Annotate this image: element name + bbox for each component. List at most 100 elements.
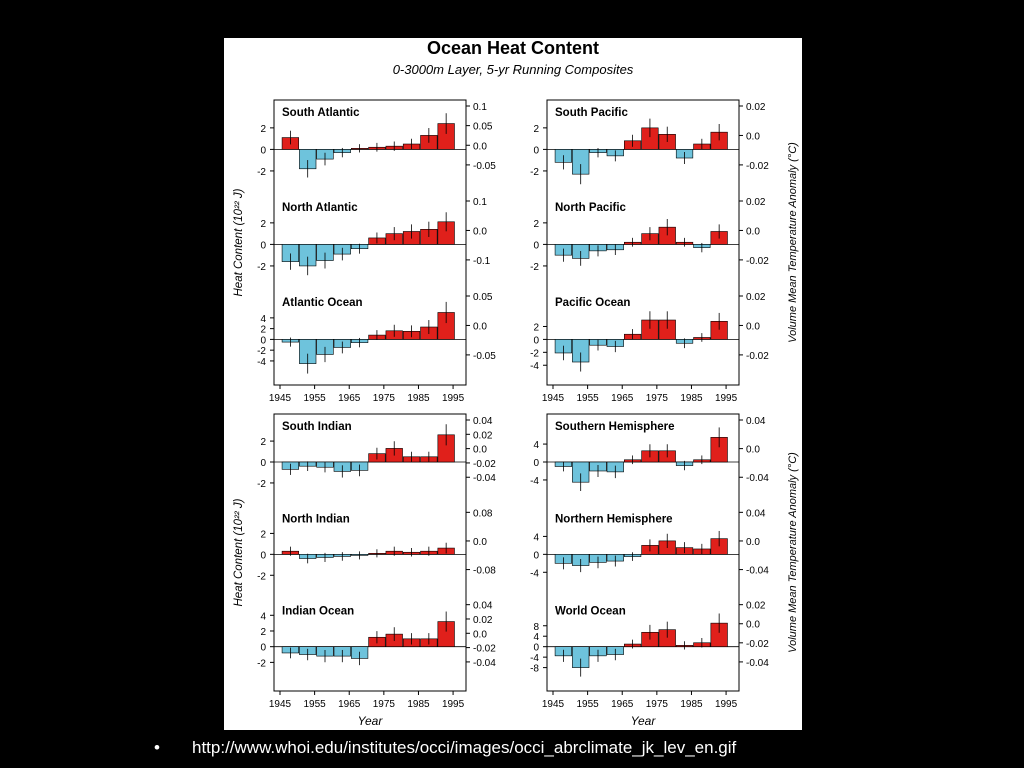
- panel-frame: [273, 413, 467, 692]
- y-axis-label-left: Heat Content (10²² J): [233, 498, 245, 606]
- left-tick-label: 0: [260, 458, 266, 469]
- right-tick-label: 0.0: [473, 321, 487, 332]
- right-tick-label: 0.0: [746, 445, 760, 456]
- bullet: •: [154, 738, 160, 757]
- left-tick-label: 2: [260, 437, 266, 448]
- left-tick-label: -2: [530, 167, 539, 178]
- x-tick-label: 1965: [611, 393, 634, 404]
- right-tick-label: -0.08: [473, 566, 496, 577]
- y-axis-label-left: Heat Content (10²² J): [233, 188, 245, 296]
- panel-frame: [273, 99, 467, 386]
- x-tick-label: 1965: [338, 393, 361, 404]
- right-tick-label: 0.02: [473, 615, 493, 626]
- right-tick-label: 0.02: [473, 430, 493, 441]
- left-tick-label: -2: [530, 262, 539, 273]
- right-tick-label: -0.02: [473, 459, 496, 470]
- right-tick-label: -0.04: [746, 566, 769, 577]
- left-tick-label: 0: [260, 643, 266, 654]
- right-tick-label: 0.05: [473, 122, 493, 133]
- left-tick-label: 2: [533, 322, 539, 333]
- right-tick-label: -0.02: [746, 256, 769, 267]
- x-tick-label: 1995: [442, 393, 465, 404]
- right-tick-label: 0.08: [473, 508, 493, 519]
- right-tick-label: -0.04: [473, 473, 496, 484]
- subplot-title: World Ocean: [555, 606, 626, 618]
- right-tick-label: 0.04: [746, 416, 766, 427]
- right-tick-label: 0.04: [473, 601, 493, 612]
- x-tick-label: 1995: [715, 393, 738, 404]
- x-tick-label: 1975: [373, 393, 396, 404]
- left-tick-label: 0: [533, 643, 539, 654]
- right-tick-label: 0.04: [473, 416, 493, 427]
- left-tick-label: 0: [533, 335, 539, 346]
- left-tick-label: 0: [533, 240, 539, 251]
- left-tick-label: -4: [530, 568, 539, 579]
- left-tick-label: 0: [260, 240, 266, 251]
- right-tick-label: -0.1: [473, 256, 491, 267]
- left-tick-label: -2: [257, 346, 266, 357]
- x-tick-label: 1955: [576, 393, 599, 404]
- x-tick-label: 1985: [680, 699, 703, 710]
- right-tick-label: 0.0: [473, 445, 487, 456]
- x-tick-label: 1945: [269, 393, 292, 404]
- subplot-title: South Pacific: [555, 107, 628, 119]
- subplot-title: South Indian: [282, 421, 352, 433]
- x-tick-label: 1975: [373, 699, 396, 710]
- x-tick-label: 1965: [611, 699, 634, 710]
- x-tick-label: 1965: [338, 699, 361, 710]
- left-tick-label: -2: [257, 571, 266, 582]
- right-tick-label: -0.02: [746, 161, 769, 172]
- right-tick-label: -0.04: [746, 473, 769, 484]
- right-tick-label: 0.0: [473, 629, 487, 640]
- right-tick-label: 0.0: [746, 131, 760, 142]
- left-tick-label: 4: [260, 314, 266, 325]
- right-tick-label: -0.04: [473, 658, 496, 669]
- right-tick-label: 0.02: [746, 197, 766, 208]
- x-tick-label: 1945: [269, 699, 292, 710]
- right-tick-label: 0.0: [746, 537, 760, 548]
- right-tick-label: 0.1: [473, 197, 487, 208]
- right-tick-label: -0.02: [746, 351, 769, 362]
- left-tick-label: 2: [533, 219, 539, 230]
- left-tick-label: 2: [260, 124, 266, 135]
- subplot-title: Northern Hemisphere: [555, 513, 673, 525]
- left-tick-label: 0: [260, 550, 266, 561]
- right-tick-label: -0.02: [473, 644, 496, 655]
- figure-title: Ocean Heat Content: [426, 38, 600, 58]
- figure-panel: Ocean Heat Content 0-3000m Layer, 5-yr R…: [224, 38, 802, 730]
- source-url-link[interactable]: http://www.whoi.edu/institutes/occi/imag…: [192, 738, 737, 757]
- panel-frame: [546, 99, 740, 386]
- x-tick-label: 1975: [646, 699, 669, 710]
- x-tick-label: 1995: [715, 699, 738, 710]
- left-tick-label: 0: [533, 458, 539, 469]
- left-tick-label: -4: [530, 653, 539, 664]
- x-axis-label: Year: [358, 714, 384, 728]
- x-tick-label: 1975: [646, 393, 669, 404]
- right-tick-label: 0.0: [746, 226, 760, 237]
- right-tick-label: 0.02: [746, 292, 766, 303]
- right-tick-label: 0.1: [473, 102, 487, 113]
- subplot-title: Pacific Ocean: [555, 297, 630, 309]
- left-tick-label: 4: [533, 440, 539, 451]
- left-tick-label: 2: [260, 219, 266, 230]
- subplot-title: North Atlantic: [282, 202, 358, 214]
- left-tick-label: 8: [533, 622, 539, 633]
- left-tick-label: -2: [257, 479, 266, 490]
- left-tick-label: -2: [530, 348, 539, 359]
- x-tick-label: 1985: [680, 393, 703, 404]
- footer-line: • http://www.whoi.edu/institutes/occi/ima…: [154, 738, 736, 758]
- x-tick-label: 1955: [303, 699, 326, 710]
- left-tick-label: 2: [260, 529, 266, 540]
- right-tick-label: 0.05: [473, 292, 493, 303]
- right-tick-label: -0.05: [473, 161, 496, 172]
- subplot-title: North Pacific: [555, 202, 627, 214]
- x-tick-label: 1955: [576, 699, 599, 710]
- x-tick-label: 1985: [407, 699, 430, 710]
- left-tick-label: -4: [530, 476, 539, 487]
- right-tick-label: 0.02: [746, 601, 766, 612]
- y-axis-label-right: Volume Mean Temperature Anomaly (°C): [787, 142, 799, 343]
- left-tick-label: -4: [257, 357, 266, 368]
- x-tick-label: 1945: [542, 393, 565, 404]
- right-tick-label: -0.02: [746, 639, 769, 650]
